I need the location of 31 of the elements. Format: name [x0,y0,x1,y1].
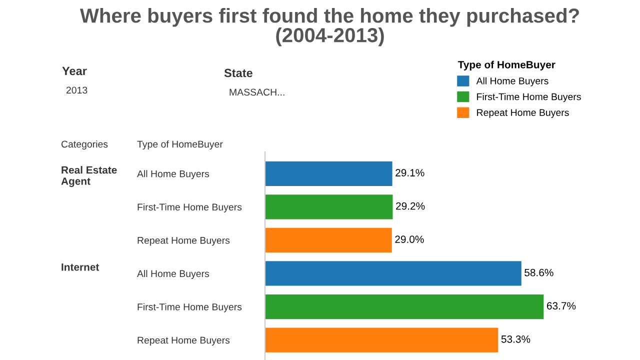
text: 2013 [66,86,88,94]
text: Internet [62,264,100,271]
legend-label: First-Time Home Buyers [477,93,581,102]
text: Real Estate Agent [61,166,117,187]
y-tick-label: All Home Buyers [137,170,210,180]
legend-title: Type of HomeBuyer [458,60,556,70]
legend-label: All Home Buyers [476,77,548,86]
data-label: 29.2% [396,202,425,210]
chart-title: Where buyers first found the home they purchased? (2004-2013) [80,8,579,46]
text: Type of HomeBuyer [137,140,223,150]
data-label: 63.7% [547,302,576,310]
data-label: 29.1% [396,169,424,176]
data-label: 53.3% [501,335,530,343]
y-tick-label: Repeat Home Buyers [138,336,230,346]
y-tick-label: Repeat Home Buyers [138,237,230,246]
bar [265,194,393,220]
y-tick-label: First-Time Home Buyers [138,303,242,312]
bar [265,294,544,320]
bar [265,228,392,253]
text: Year [62,66,87,76]
data-label: 58.6% [524,268,554,276]
bar [265,161,392,186]
data-label: 29.0% [395,236,424,243]
text: State [224,68,252,78]
text: Categories [61,140,108,150]
y-tick-label: All Home Buyers [137,270,210,280]
y-tick-label: First-Time Home Buyers [138,203,242,212]
bar [265,328,498,352]
legend-label: Repeat Home Buyers [477,109,569,118]
text: MASSACH... [230,88,284,96]
bar [265,261,522,286]
